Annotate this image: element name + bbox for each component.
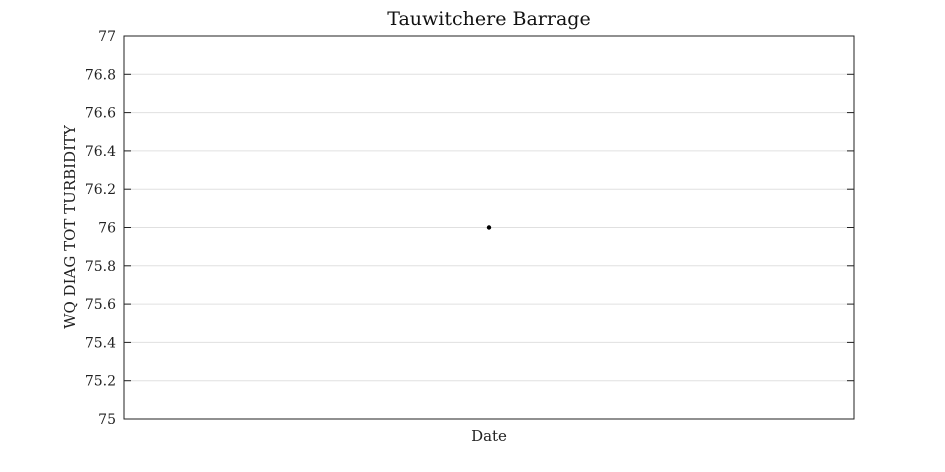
y-tick-label: 76 [98, 221, 116, 237]
data-point [486, 225, 492, 230]
y-tick-label: 75 [98, 412, 116, 428]
y-tick-label: 76.6 [85, 106, 116, 122]
y-tick-label: 75.6 [85, 297, 116, 313]
y-tick-label: 76.4 [85, 144, 116, 160]
y-tick-label: 77 [98, 29, 116, 45]
y-tick-label: 76.2 [85, 182, 116, 198]
chart-title: Tauwitchere Barrage [387, 8, 590, 30]
y-tick-label: 75.8 [85, 259, 116, 275]
y-tick-label: 75.2 [85, 374, 116, 390]
y-tick-label: 75.4 [85, 335, 116, 351]
ticks-layer: 75 75.2 75.4 75.6 75.8 76 76.2 76.4 76.6 76.8 77 [85, 29, 854, 428]
y-axis-label: WQ DIAG TOT TURBIDITY [61, 124, 79, 329]
y-tick-label: 76.8 [85, 67, 116, 83]
points-layer [486, 225, 492, 230]
plot-frame [123, 35, 855, 420]
x-axis-label: Date [471, 427, 507, 445]
